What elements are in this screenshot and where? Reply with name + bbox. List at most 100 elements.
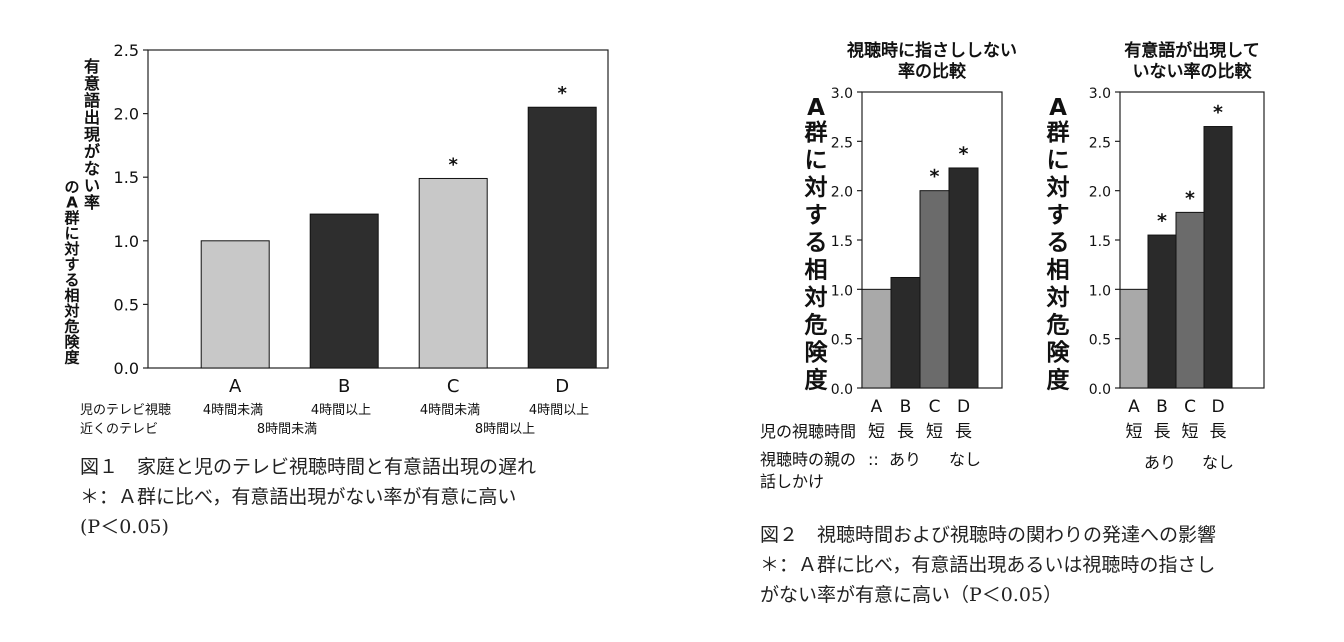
chart1-y-axis-label-char: い (84, 176, 100, 195)
chart3-category-label: C (1184, 397, 1196, 417)
chart2-significance-mark: * (930, 166, 940, 188)
figure1-caption-note: ＊：Ａ群に比べ，有意語出現がない率が有意に高い (80, 486, 517, 508)
chart1-bar-C (418, 177, 488, 369)
chart1-y-axis-label-col2-char: の (64, 178, 79, 196)
chart2-duration-label: 短 (868, 422, 885, 442)
chart2-duration-label: 長 (955, 422, 972, 442)
chart1-significance-mark: * (448, 154, 458, 175)
chart3-y-axis-label-rest-char: 危 (1047, 312, 1070, 339)
chart1-bar-A (200, 240, 270, 369)
chart1-category-label: D (555, 376, 569, 397)
chart2-category-label: C (929, 397, 941, 417)
chart2-duration-label: 長 (897, 422, 914, 442)
chart3-category-label: A (1128, 397, 1140, 417)
chart3-y-axis-label-rest-char: に (1047, 148, 1070, 174)
chart3-duration-label: 長 (1154, 422, 1171, 442)
chart3-significance-mark: * (1213, 102, 1223, 124)
chart2-y-axis-label-rest-char: 相 (805, 258, 828, 284)
chart2-bar-C (919, 190, 950, 389)
figure1-caption-title: 図１ 家庭と児のテレビ視聴時間と有意語出現の遅れ (80, 456, 537, 478)
chart3-duration-label: 長 (1210, 422, 1227, 442)
chart2-y-axis-label-rest-char: 群 (804, 119, 828, 146)
chart1-bar-D (527, 106, 597, 369)
chart1-bar-B (309, 213, 379, 369)
chart2-talk-label: あり (889, 450, 921, 469)
chart2-significance-mark: * (959, 143, 969, 165)
chart2-bar-B (890, 276, 921, 389)
chart3-duration-label: 短 (1182, 422, 1199, 442)
chart1-y-axis-label-col2-char: 対 (63, 240, 79, 258)
chart1-y-axis-label-char: 有 (84, 57, 100, 76)
chart3-significance-mark: * (1157, 210, 1167, 232)
chart2-y-tick-label: 0.0 (831, 382, 853, 398)
chart3-y-axis-label-rest-char: 相 (1047, 258, 1070, 284)
chart3-significance-mark: * (1185, 187, 1195, 209)
chart3-y-axis-label-rest-char: す (1047, 203, 1070, 229)
chart2-bar-D (948, 167, 979, 389)
chart3-y-tick-label: 1.5 (1089, 234, 1111, 250)
chart1-y-axis-label-char: 現 (84, 125, 100, 144)
chart3-bar-D (1203, 126, 1233, 389)
chart2-category-label: D (957, 397, 970, 417)
chart3-y-tick-label: 2.5 (1089, 135, 1111, 151)
chart1-row-label-nearby-tv: 近くのテレビ (80, 422, 158, 437)
chart3-bar-C (1175, 211, 1205, 389)
chart1-category-label: B (338, 376, 350, 397)
chart1-y-tick-label: 1.0 (114, 232, 139, 251)
chart1-y-tick-label: 2.5 (114, 41, 139, 60)
chart2-row-label-viewing-time: 児の視聴時間 (760, 422, 856, 441)
chart2-y-tick-label: 1.0 (831, 283, 853, 299)
chart2-y-tick-label: 3.0 (831, 86, 853, 102)
figure2-caption-pvalue: がない率が有意に高い（P＜0.05） (760, 584, 1063, 606)
chart1-viewing-hours-label: 4時間以上 (311, 403, 371, 418)
chart1-y-tick-label: 2.0 (114, 105, 139, 124)
chart2-y-axis-label-rest-char: 危 (805, 312, 828, 339)
figure1-caption-pvalue: (P＜0.05) (80, 516, 169, 538)
chart1-y-axis-label-char: が (84, 142, 100, 161)
chart2-y-axis-label-rest-char: に (805, 148, 828, 174)
chart1-category-label: C (447, 376, 460, 397)
chart3-title-line: 有意語が出現して (1124, 40, 1260, 61)
figure2-caption-title: 図２ 視聴時間および視聴時の関わりの発達への影響 (760, 524, 1217, 546)
chart1-y-axis-label-char: 率 (84, 193, 100, 212)
chart1-y-axis-label-col2-char: す (64, 256, 79, 274)
chart1-y-axis-label-col2-char: に (64, 225, 79, 243)
chart1-viewing-hours-label: 4時間未満 (203, 403, 263, 418)
chart2-row-separator: : (872, 422, 877, 441)
chart1-y-axis-label-char: 意 (84, 74, 100, 93)
chart1-tv-hours-label: 8時間未満 (257, 422, 317, 437)
chart3-y-axis-label-char: A (1049, 95, 1067, 121)
chart1-y-axis-label-col2-char: 対 (63, 302, 79, 320)
chart3-duration-label: 短 (1126, 422, 1143, 442)
chart1-y-axis-label-col2-char: 度 (64, 349, 80, 367)
chart3-y-axis-label-rest-char: る (1047, 230, 1070, 256)
chart1-y-axis-label-char: な (84, 159, 100, 178)
chart2-talk-label: なし (949, 450, 981, 469)
chart3-talk-label: あり (1144, 453, 1176, 472)
chart3-category-label: D (1211, 397, 1224, 417)
chart1-category-label: A (229, 376, 242, 397)
chart3-y-tick-label: 0.0 (1089, 382, 1111, 398)
chart3-y-axis-label-rest-char: 対 (1047, 175, 1070, 201)
chart1-y-axis-label-col2-char: 険 (64, 333, 80, 351)
chart3-y-tick-label: 3.0 (1089, 86, 1111, 102)
chart2-title-line: 視聴時に指さししない (846, 40, 1017, 61)
chart1-y-tick-label: 1.5 (114, 168, 139, 187)
chart2-y-axis-label-rest-char: る (805, 230, 828, 256)
chart3-bar-B (1147, 234, 1177, 389)
chart3-y-axis-label-rest-char: 度 (1047, 367, 1071, 394)
chart2-y-axis-label-rest-char: 対 (805, 285, 828, 311)
chart1-y-axis-label-col2-char: る (64, 271, 79, 289)
chart2-category-label: B (900, 397, 912, 417)
chart1-y-axis-label-col2-char: 危 (64, 318, 79, 336)
chart2-y-tick-label: 2.5 (831, 135, 853, 151)
chart3-title: 有意語が出現していない率の比較 (1124, 40, 1260, 82)
chart2-title: 視聴時に指さししない率の比較 (846, 40, 1017, 82)
chart3-y-axis-label-rest-char: 群 (1046, 119, 1070, 146)
chart1-viewing-hours-label: 4時間未満 (420, 403, 480, 418)
chart3-title-line: いない率の比較 (1133, 61, 1253, 82)
chart3-y-tick-label: 2.0 (1089, 185, 1111, 201)
chart2-y-axis-label-rest-char: 険 (805, 340, 829, 366)
